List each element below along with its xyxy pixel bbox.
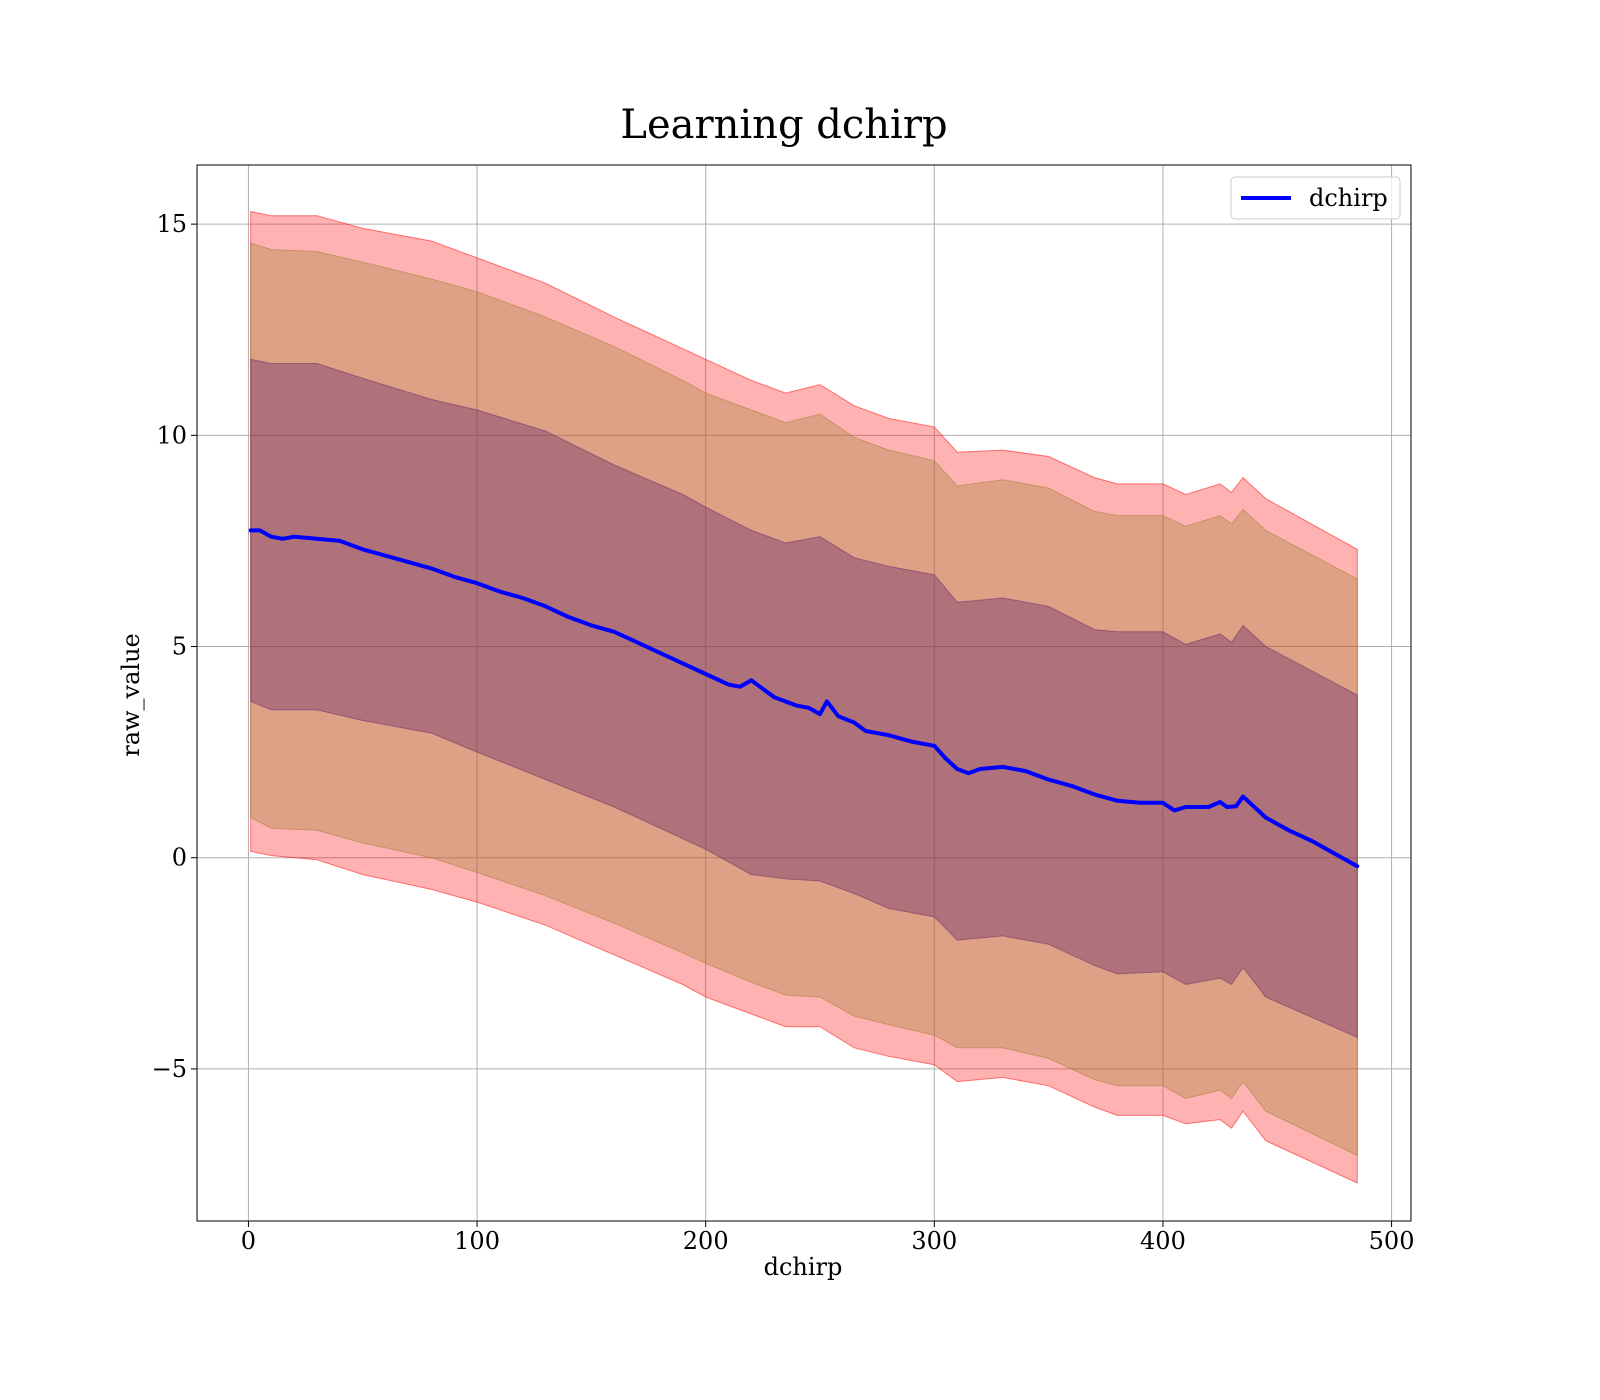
band-3 xyxy=(250,358,1358,1039)
x-tick-label: 100 xyxy=(454,1227,500,1255)
y-tick-label: 0 xyxy=(172,844,187,872)
y-tick-label: −5 xyxy=(152,1055,187,1083)
x-tick-label: 400 xyxy=(1140,1227,1186,1255)
x-tick-label: 0 xyxy=(241,1227,256,1255)
band-1 xyxy=(250,210,1358,1184)
chart-title: Learning dchirp xyxy=(620,102,947,148)
y-tick-label: 10 xyxy=(156,421,187,449)
y-axis-ticks: −5 0 5 10 15 xyxy=(152,210,197,1083)
y-tick-label: 15 xyxy=(156,210,187,238)
y-axis-label: raw_value xyxy=(117,633,145,757)
legend: dchirp xyxy=(1230,176,1401,220)
legend-box xyxy=(1230,176,1401,220)
series-line-dchirp xyxy=(248,528,1360,869)
plot-frame xyxy=(196,164,1412,1222)
x-tick-label: 300 xyxy=(911,1227,957,1255)
series-lines xyxy=(248,528,1360,869)
confidence-bands xyxy=(250,210,1358,1184)
x-tick-label: 500 xyxy=(1369,1227,1415,1255)
band-2 xyxy=(250,242,1358,1157)
legend-label: dchirp xyxy=(1309,184,1388,212)
y-tick-label: 5 xyxy=(172,633,187,661)
grid xyxy=(197,165,1411,1221)
x-tick-label: 200 xyxy=(683,1227,729,1255)
x-axis-ticks: 0 100 200 300 400 500 xyxy=(241,1221,1415,1255)
x-axis-label: dchirp xyxy=(764,1253,843,1281)
